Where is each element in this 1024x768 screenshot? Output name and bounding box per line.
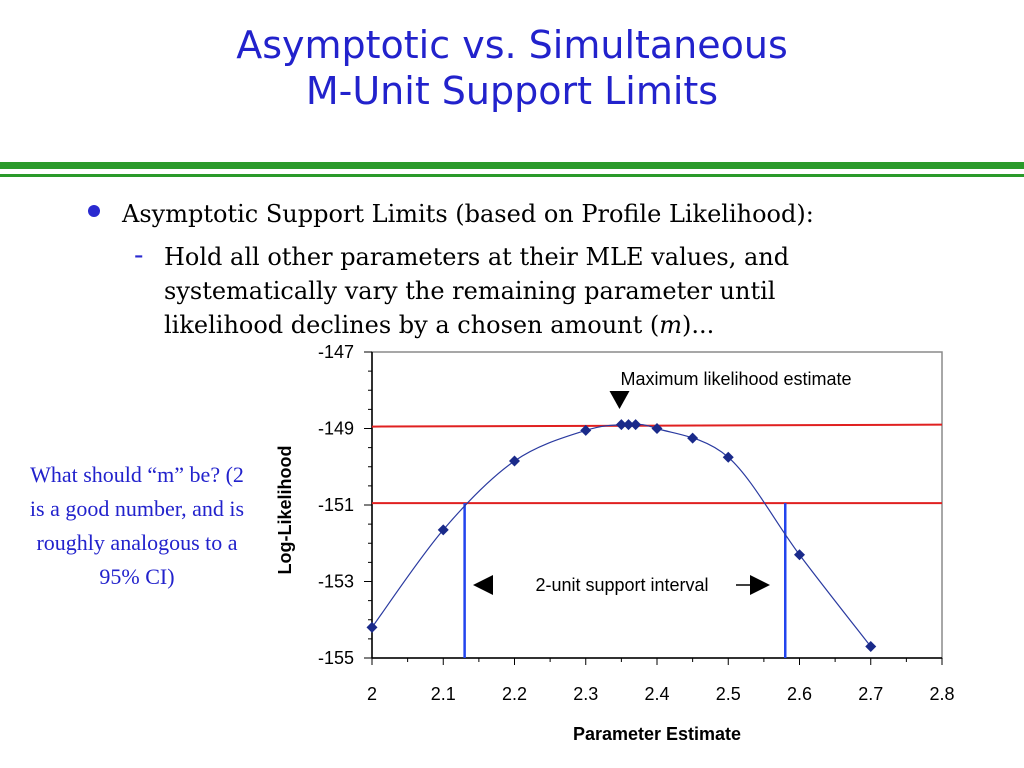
x-tick-label: 2	[367, 684, 377, 704]
plot-area	[371, 351, 943, 659]
side-note: What should “m” be? (2 is a good number,…	[29, 462, 245, 589]
sub-bullet-end: )...	[682, 311, 715, 339]
sub-bullet-m: m	[659, 311, 683, 339]
data-point	[623, 419, 634, 431]
x-axis-title: Parameter Estimate	[573, 724, 741, 744]
x-tick-label: 2.3	[573, 684, 598, 704]
y-tick-label: -153	[318, 572, 354, 592]
y-tick-label: -149	[318, 419, 354, 439]
data-point	[437, 524, 449, 536]
x-tick-label: 2.8	[929, 684, 954, 704]
data-point	[580, 424, 592, 436]
x-tick-label: 2.6	[787, 684, 812, 704]
interval-annotation-label: 2-unit support interval	[535, 575, 708, 595]
data-point	[865, 641, 877, 653]
x-tick-label: 2.1	[431, 684, 456, 704]
data-point	[794, 549, 805, 561]
bullet-text: Asymptotic Support Limits (based on Prof…	[122, 200, 814, 228]
left-arrow-icon	[473, 575, 493, 595]
y-tick-label: -147	[318, 342, 354, 362]
mle-arrow-icon	[609, 391, 630, 409]
title-line-1: Asymptotic vs. Simultaneous	[236, 23, 788, 67]
x-tick-label: 2.7	[858, 684, 883, 704]
data-point	[630, 419, 642, 431]
bullet-dot-icon	[88, 205, 100, 217]
x-tick-label: 2.5	[716, 684, 741, 704]
right-arrow-icon	[750, 575, 770, 595]
x-tick-label: 2.2	[502, 684, 527, 704]
sub-bullet-text: Hold all other parameters at their MLE v…	[164, 243, 790, 339]
data-point	[687, 432, 699, 444]
likelihood-curve	[372, 423, 872, 647]
dash-icon: -	[134, 238, 144, 271]
title-line-2: M-Unit Support Limits	[305, 69, 719, 113]
y-tick-label: -151	[318, 495, 354, 515]
data-point	[366, 621, 378, 633]
x-tick-label: 2.4	[644, 684, 669, 704]
data-point	[615, 419, 627, 431]
data-point	[509, 455, 520, 467]
mle-annotation-label: Maximum likelihood estimate	[620, 369, 851, 389]
data-point	[651, 423, 663, 434]
bullet-list: Asymptotic Support Limits (based on Prof…	[88, 198, 884, 342]
sub-bullet-item: - Hold all other parameters at their MLE…	[132, 238, 884, 342]
y-tick-label: -155	[318, 648, 354, 668]
data-point	[722, 451, 734, 463]
title-rule-thick	[0, 162, 1024, 169]
slide-title: Asymptotic vs. Simultaneous M-Unit Suppo…	[0, 22, 1024, 114]
bullet-item: Asymptotic Support Limits (based on Prof…	[88, 198, 884, 230]
title-rule-thin	[0, 174, 1024, 177]
y-axis-title: Log-Likelihood	[275, 446, 295, 575]
